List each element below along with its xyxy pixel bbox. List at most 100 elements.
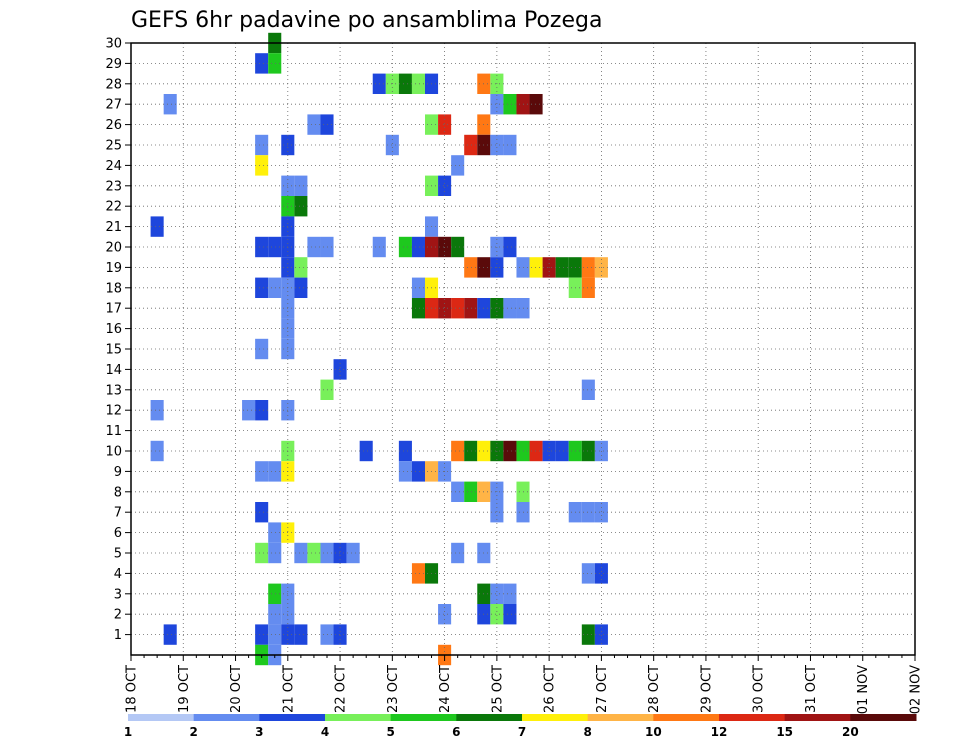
heatmap-cell — [294, 624, 308, 645]
heatmap-cell — [333, 542, 347, 564]
heatmap-cell — [529, 440, 543, 462]
heatmap-cell — [163, 94, 177, 115]
heatmap-cell — [490, 94, 504, 115]
y-tick-label: 21 — [105, 220, 122, 235]
grid-lines — [131, 42, 915, 655]
y-tick-label: 6 — [114, 526, 122, 541]
heatmap-cell — [294, 542, 308, 564]
y-tick-label: 25 — [105, 139, 122, 154]
y-tick-label: 15 — [105, 343, 122, 358]
x-tick-label: 22 OCT — [334, 665, 349, 713]
y-tick-label: 18 — [105, 281, 122, 296]
heatmap-cell — [451, 481, 465, 502]
heatmap-cell — [150, 440, 164, 462]
y-tick-label: 3 — [114, 587, 122, 602]
heatmap-cell — [529, 257, 543, 278]
y-tick-label: 27 — [105, 98, 122, 113]
heatmap-cell — [438, 175, 452, 196]
heatmap-cell — [451, 236, 465, 258]
y-axis: 1234567891011121314151617181920212223242… — [105, 37, 131, 643]
y-tick-label: 30 — [105, 37, 122, 52]
colorbar-swatch — [522, 714, 589, 721]
colorbar-label: 15 — [776, 725, 793, 739]
heatmap-cell — [529, 94, 543, 115]
colorbar-label: 5 — [386, 725, 394, 739]
colorbar-label: 20 — [842, 725, 859, 739]
heatmap-cell — [294, 277, 308, 298]
y-tick-label: 24 — [105, 159, 122, 174]
heatmap-cell — [333, 359, 347, 380]
heatmap-cell — [398, 73, 412, 94]
heatmap-cell — [359, 440, 373, 462]
heatmap-cell — [503, 134, 517, 156]
heatmap-cell — [255, 461, 269, 482]
y-tick-label: 9 — [114, 465, 122, 480]
heatmap-cell — [255, 502, 269, 523]
heatmap-cell — [268, 583, 282, 604]
heatmap-cell — [255, 338, 269, 360]
colorbar-label: 4 — [321, 725, 329, 739]
heatmap-cell — [451, 440, 465, 462]
heatmap-cell — [411, 73, 425, 94]
y-tick-label: 19 — [105, 261, 122, 276]
y-tick-label: 7 — [114, 506, 122, 521]
heatmap-cell — [464, 298, 478, 319]
heatmap-cell — [411, 461, 425, 482]
heatmap-cell — [503, 298, 517, 319]
y-tick-label: 22 — [105, 200, 122, 215]
heatmap-cell — [581, 440, 595, 462]
y-tick-label: 4 — [114, 567, 122, 582]
heatmap-cell — [398, 461, 412, 482]
x-tick-label: 18 OCT — [125, 665, 140, 713]
colorbar-label: 8 — [583, 725, 591, 739]
x-tick-label: 23 OCT — [386, 665, 401, 713]
chart-title: GEFS 6hr padavine po ansamblima Pozega — [131, 8, 602, 33]
colorbar-swatch — [259, 714, 326, 721]
y-tick-label: 1 — [114, 628, 122, 643]
heatmap-cell — [255, 155, 269, 176]
y-tick-label: 8 — [114, 485, 122, 500]
heatmap-cell — [503, 440, 517, 462]
heatmap-cell — [464, 481, 478, 502]
heatmap-cell — [438, 298, 452, 319]
y-tick-label: 16 — [105, 322, 122, 337]
colorbar-label: 3 — [255, 725, 263, 739]
heatmap-cell — [594, 502, 608, 523]
colorbar-label: 10 — [645, 725, 662, 739]
heatmap-cell — [398, 236, 412, 258]
heatmap-cell — [503, 94, 517, 115]
heatmap-cell — [581, 502, 595, 523]
x-tick-label: 21 OCT — [281, 665, 296, 713]
heatmap-cells — [150, 32, 608, 666]
heatmap-cell — [594, 624, 608, 645]
heatmap-cell — [150, 400, 164, 421]
heatmap-cell — [503, 583, 517, 604]
x-tick-label: 24 OCT — [438, 665, 453, 713]
colorbar: 1 2 3 4 5 6 7 8 10 12 15 20 — [124, 714, 917, 739]
y-tick-label: 20 — [105, 241, 122, 256]
heatmap-cell — [451, 542, 465, 564]
heatmap-cell — [581, 257, 595, 278]
heatmap-cell — [294, 175, 308, 196]
heatmap-cell — [150, 216, 164, 237]
y-tick-label: 11 — [105, 424, 122, 439]
heatmap-cell — [438, 114, 452, 135]
x-tick-label: 25 OCT — [490, 665, 505, 713]
heatmap-cell — [411, 563, 425, 584]
x-tick-label: 30 OCT — [752, 665, 767, 713]
heatmap-cell — [255, 236, 269, 258]
heatmap-cell — [268, 542, 282, 564]
colorbar-swatch — [587, 714, 654, 721]
heatmap-cell — [294, 196, 308, 217]
x-tick-label: 26 OCT — [543, 665, 558, 713]
heatmap-cell — [555, 257, 569, 278]
heatmap-cell — [451, 155, 465, 176]
colorbar-label: 2 — [189, 725, 197, 739]
heatmap-cell — [503, 604, 517, 625]
y-tick-label: 14 — [105, 363, 122, 378]
heatmap-cell — [490, 134, 504, 156]
heatmap-cell — [411, 298, 425, 319]
heatmap-cell — [268, 236, 282, 258]
heatmap-cell — [464, 440, 478, 462]
heatmap-cell — [451, 298, 465, 319]
